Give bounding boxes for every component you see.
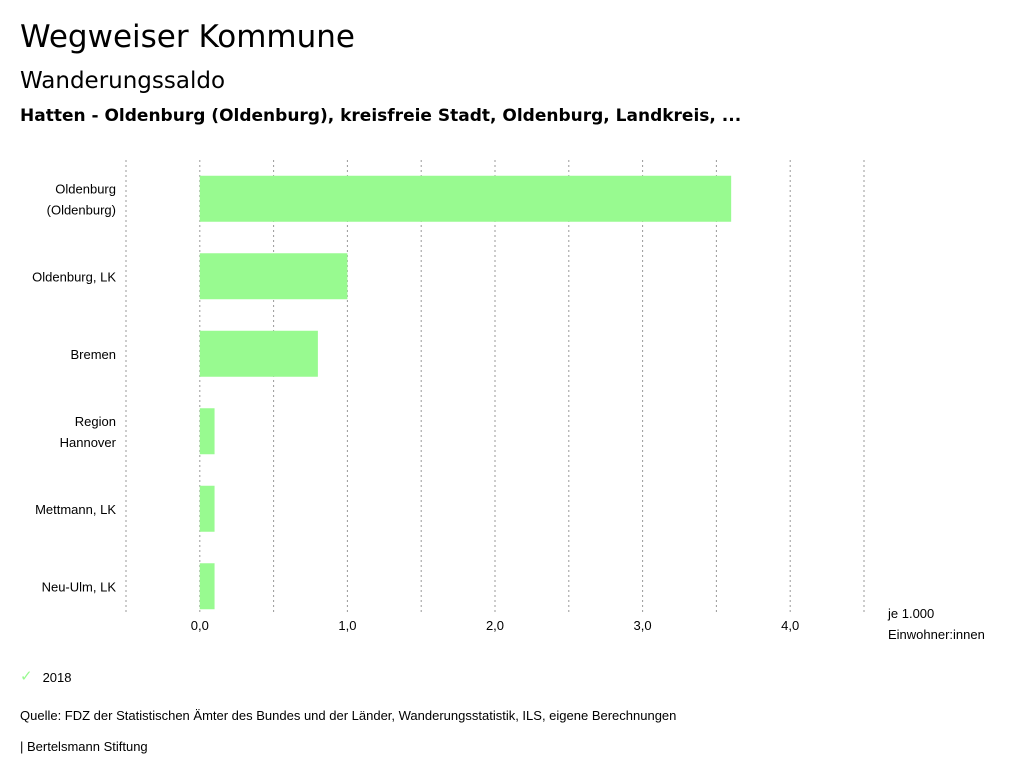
bar-layer [199, 175, 732, 610]
category-label: Oldenburg, LK [32, 269, 116, 284]
category-label-layer: Oldenburg (Oldenburg) Oldenburg, LK Bremen R… [32, 181, 117, 594]
x-axis-unit-label: Einwohner:innen [888, 627, 985, 642]
bar[interactable] [199, 330, 318, 377]
page-title: Wegweiser Kommune [20, 19, 355, 55]
x-tick-label: 4,0 [781, 618, 799, 633]
x-tick-label: 2,0 [486, 618, 504, 633]
x-tick-label: 1,0 [338, 618, 356, 633]
tick-label-layer: 0,0 1,0 2,0 3,0 4,0 [191, 618, 799, 633]
grid-layer [125, 160, 865, 612]
category-label: Region [75, 414, 116, 429]
bar[interactable] [199, 175, 732, 222]
x-tick-label: 0,0 [191, 618, 209, 633]
x-axis-unit-label: je 1.000 [887, 606, 934, 621]
category-label: Oldenburg [55, 181, 116, 196]
bar-chart: Oldenburg (Oldenburg) Oldenburg, LK Bremen R… [32, 160, 985, 642]
category-label: Hannover [60, 435, 117, 450]
category-label: Mettmann, LK [35, 502, 116, 517]
publisher-note[interactable]: | Bertelsmann Stiftung [20, 739, 148, 754]
region-selection: Hatten - Oldenburg (Oldenburg), kreisfre… [20, 106, 742, 126]
x-tick-label: 3,0 [634, 618, 652, 633]
legend-label: 2018 [42, 669, 72, 685]
category-label: Bremen [70, 347, 116, 362]
unit-label-layer: je 1.000 Einwohner:innen [887, 606, 985, 642]
bar[interactable] [199, 563, 215, 610]
source-note: Quelle: FDZ der Statistischen Ämter des … [20, 708, 677, 723]
bar[interactable] [199, 253, 348, 300]
chart-subtitle: Wanderungssaldo [20, 68, 226, 94]
bar[interactable] [199, 485, 215, 532]
bar[interactable] [199, 408, 215, 455]
legend-item-2018[interactable]: ✓ 2018 [20, 668, 72, 686]
check-icon: ✓ [20, 668, 33, 685]
category-label: Neu-Ulm, LK [42, 579, 117, 594]
category-label: (Oldenburg) [47, 202, 116, 217]
